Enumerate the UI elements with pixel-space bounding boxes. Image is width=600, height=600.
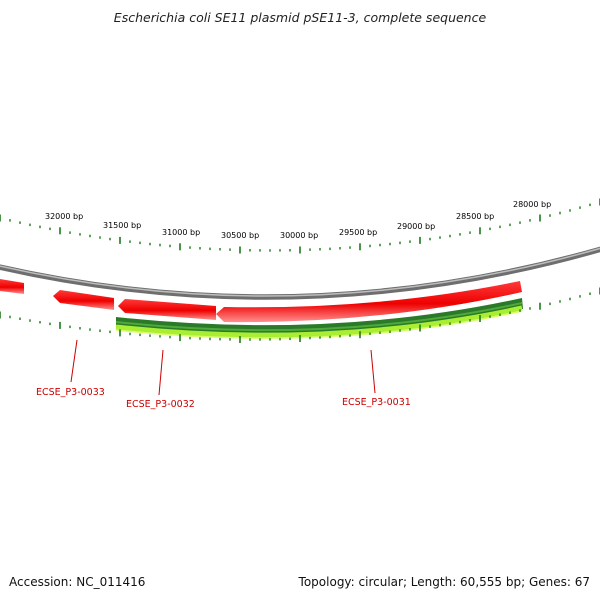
leader-line-ecse-p3-0032 (158, 349, 164, 396)
tick-label-29000: 29000 bp (397, 222, 435, 231)
tick-label-32000: 32000 bp (45, 212, 83, 221)
cds-feature-left-partial[interactable] (0, 279, 24, 294)
position-tick-ring (0, 198, 600, 254)
cds-feature-ecse-p3-0031[interactable] (216, 281, 522, 323)
tick-label-30500: 30500 bp (221, 231, 259, 240)
tick-label-30000: 30000 bp (280, 231, 318, 240)
topology-summary: Topology: circular; Length: 60,555 bp; G… (298, 575, 590, 589)
gene-label-ecse-p3-0032[interactable]: ECSE_P3-0032 (126, 399, 195, 410)
cds-feature-ecse-p3-0033[interactable] (53, 290, 114, 310)
map-title: Escherichia coli SE11 plasmid pSE11-3, c… (113, 10, 487, 25)
backbone-ring (0, 246, 600, 300)
leader-line-ecse-p3-0031 (370, 349, 376, 394)
tick-label-31000: 31000 bp (162, 228, 200, 237)
gene-label-group: ECSE_P3-0033 ECSE_P3-0032 ECSE_P3-0031 (36, 339, 411, 410)
tick-label-29500: 29500 bp (339, 228, 377, 237)
tick-label-28000: 28000 bp (513, 200, 551, 209)
cds-feature-track (0, 279, 522, 323)
gene-label-ecse-p3-0033[interactable]: ECSE_P3-0033 (36, 387, 105, 398)
tick-label-28500: 28500 bp (456, 212, 494, 221)
gene-feature-ecse-p3-0031[interactable] (116, 298, 523, 336)
gene-label-ecse-p3-0031[interactable]: ECSE_P3-0031 (342, 397, 411, 408)
position-tick-labels: 32000 bp 31500 bp 31000 bp 30500 bp 3000… (45, 200, 551, 240)
leader-line-ecse-p3-0033 (70, 339, 78, 383)
inner-tick-ring (0, 287, 600, 343)
accession-text: Accession: NC_011416 (9, 575, 146, 589)
cds-feature-ecse-p3-0032[interactable] (118, 299, 216, 320)
tick-label-31500: 31500 bp (103, 221, 141, 230)
